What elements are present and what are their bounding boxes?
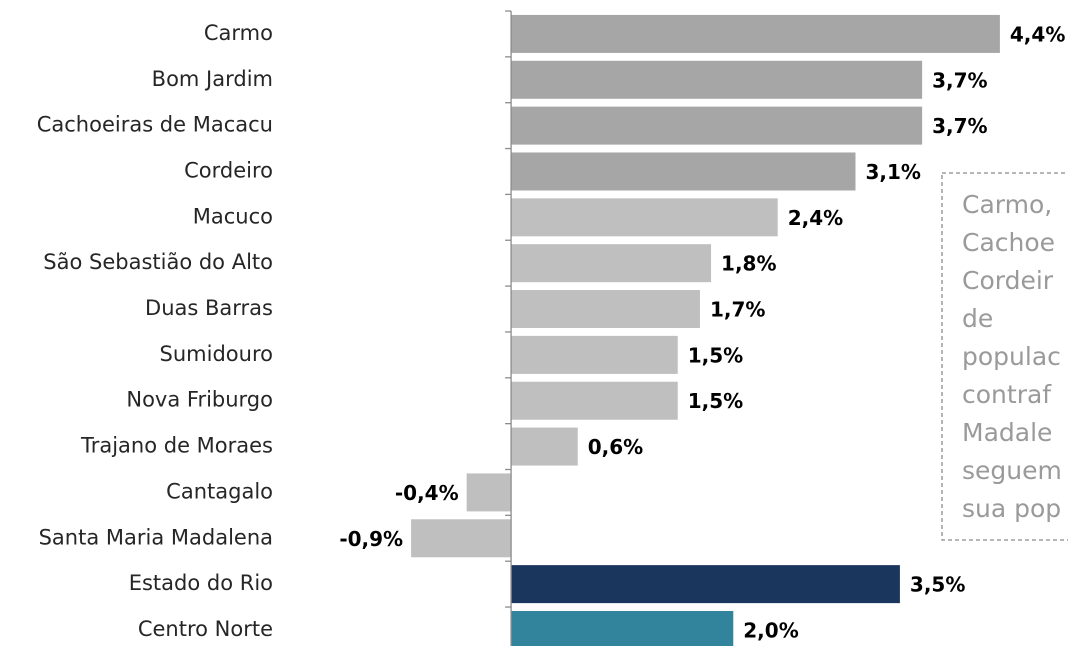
value-label: 1,5% bbox=[688, 389, 743, 413]
value-label: -0,9% bbox=[339, 527, 403, 551]
annotation-line: Madale bbox=[962, 418, 1052, 447]
y-tick-label: Estado do Rio bbox=[129, 571, 273, 595]
annotation-line: populac bbox=[962, 342, 1061, 371]
value-label: 1,8% bbox=[721, 252, 776, 276]
bar bbox=[466, 473, 512, 512]
annotation-line: contraf bbox=[962, 380, 1052, 409]
annotation-line: seguem bbox=[962, 456, 1062, 485]
bar bbox=[511, 381, 678, 420]
y-tick-label: Nova Friburgo bbox=[126, 388, 273, 412]
bar bbox=[511, 60, 923, 99]
value-label: 3,1% bbox=[865, 160, 920, 184]
bar bbox=[511, 106, 923, 145]
bar bbox=[511, 14, 1000, 53]
annotation-box bbox=[941, 172, 1068, 541]
bar bbox=[511, 244, 712, 283]
y-tick-label: Cordeiro bbox=[184, 158, 273, 182]
y-tick-label: Centro Norte bbox=[138, 617, 273, 641]
y-tick-label: Macuco bbox=[193, 204, 273, 228]
y-tick-label: Cantagalo bbox=[166, 479, 273, 503]
bar bbox=[511, 610, 734, 646]
value-label: 3,7% bbox=[932, 114, 987, 138]
bar bbox=[511, 335, 678, 374]
value-label: 2,4% bbox=[788, 206, 843, 230]
value-label: 4,4% bbox=[1010, 22, 1065, 46]
y-tick-label: Sumidouro bbox=[160, 342, 273, 366]
value-label: -0,4% bbox=[395, 481, 459, 505]
annotation-line: de bbox=[962, 304, 993, 333]
value-label: 0,6% bbox=[588, 435, 643, 459]
value-label: 3,7% bbox=[932, 68, 987, 92]
y-tick-label: Duas Barras bbox=[145, 296, 273, 320]
bar bbox=[411, 519, 512, 558]
bar bbox=[511, 565, 900, 604]
bar bbox=[511, 152, 856, 191]
y-tick-label: Bom Jardim bbox=[152, 67, 273, 91]
annotation-line: Cachoe bbox=[962, 228, 1055, 257]
y-tick-label: Santa Maria Madalena bbox=[39, 525, 273, 549]
bar bbox=[511, 198, 778, 237]
y-tick-label: Carmo bbox=[204, 21, 273, 45]
bar bbox=[511, 290, 700, 329]
y-tick-label: Cachoeiras de Macacu bbox=[37, 113, 273, 137]
value-label: 3,5% bbox=[910, 573, 965, 597]
annotation-line: sua pop bbox=[962, 494, 1061, 523]
value-label: 2,0% bbox=[743, 618, 798, 642]
y-tick-label: Trajano de Moraes bbox=[80, 434, 273, 458]
bar bbox=[511, 427, 578, 466]
value-label: 1,5% bbox=[688, 343, 743, 367]
annotation-line: Cordeir bbox=[962, 266, 1054, 295]
annotation-line: Carmo, bbox=[962, 190, 1052, 219]
value-label: 1,7% bbox=[710, 298, 765, 322]
y-tick-label: São Sebastião do Alto bbox=[43, 250, 273, 274]
